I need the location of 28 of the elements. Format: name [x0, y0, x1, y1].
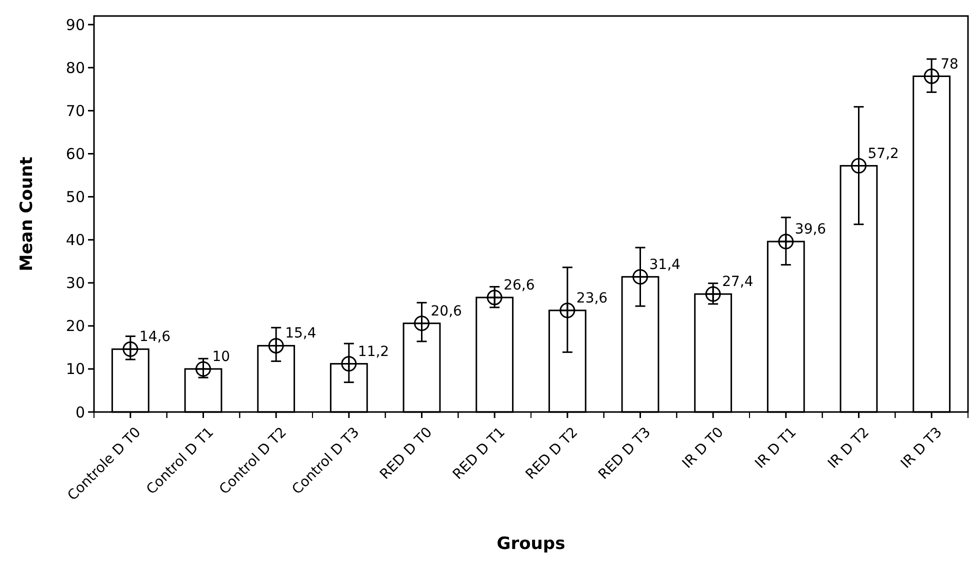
y-tick-label: 20 [66, 317, 85, 336]
y-tick-label: 50 [66, 188, 85, 206]
data-label: 39,6 [794, 222, 826, 238]
y-tick-label: 80 [66, 58, 85, 77]
data-label: 11,2 [358, 344, 390, 360]
data-label: 31,4 [649, 256, 681, 273]
y-tick-label: 10 [66, 360, 85, 378]
y-tick-label: 40 [66, 231, 85, 250]
data-label: 20,6 [430, 303, 462, 320]
x-axis-title: Groups [496, 534, 566, 554]
x-tick-label: IR D T0 [679, 424, 727, 472]
x-tick-label: IR D T2 [825, 424, 873, 472]
data-label: 27,4 [722, 274, 754, 290]
x-tick-label: IR D T3 [898, 424, 946, 472]
data-label: 78 [940, 56, 958, 72]
data-label: 57,2 [868, 146, 899, 162]
y-tick-label: 0 [75, 403, 85, 422]
y-tick-label: 70 [66, 102, 85, 120]
x-tick-label: IR D T1 [752, 424, 800, 472]
data-label: 23,6 [576, 290, 608, 306]
data-label: 14,6 [139, 329, 171, 346]
y-axis-title: Mean Count [17, 156, 37, 272]
y-tick-label: 90 [66, 16, 85, 34]
data-label: 26,6 [504, 278, 535, 294]
y-tick-label: 60 [66, 144, 85, 163]
data-label: 10 [212, 348, 230, 365]
data-label: 15,4 [285, 326, 316, 342]
y-tick-label: 30 [66, 274, 85, 292]
